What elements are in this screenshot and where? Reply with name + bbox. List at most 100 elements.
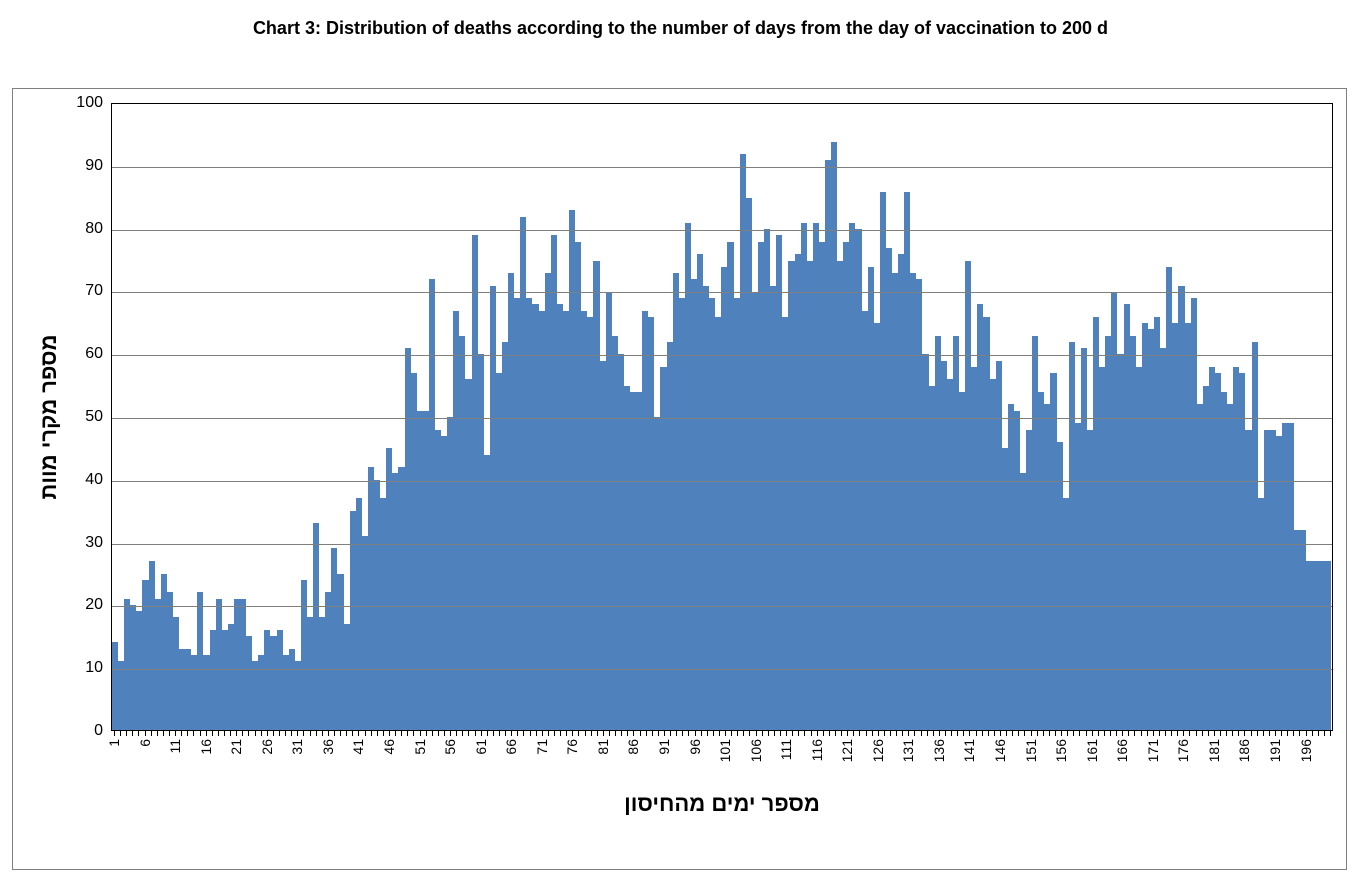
x-tick bbox=[1171, 731, 1172, 736]
x-tick bbox=[884, 731, 885, 736]
x-tick bbox=[523, 731, 524, 736]
x-tick-label: 116 bbox=[809, 739, 825, 761]
x-tick bbox=[1208, 731, 1209, 736]
x-tick bbox=[1238, 731, 1239, 736]
x-tick-label: 11 bbox=[167, 739, 183, 754]
x-tick bbox=[548, 731, 549, 736]
x-tick bbox=[933, 731, 934, 736]
x-tick bbox=[1177, 731, 1178, 736]
x-tick bbox=[670, 731, 671, 736]
x-tick bbox=[994, 731, 995, 736]
x-tick bbox=[1153, 731, 1154, 736]
x-tick bbox=[1147, 731, 1148, 736]
x-tick bbox=[633, 731, 634, 736]
plot-area bbox=[111, 103, 1333, 731]
x-tick bbox=[1257, 731, 1258, 736]
x-tick-label: 101 bbox=[717, 739, 733, 762]
y-tick-label: 70 bbox=[85, 282, 103, 300]
x-tick bbox=[1263, 731, 1264, 736]
x-tick-label: 96 bbox=[687, 739, 703, 755]
x-tick bbox=[1049, 731, 1050, 736]
x-tick bbox=[866, 731, 867, 736]
x-tick bbox=[297, 731, 298, 736]
x-tick bbox=[1018, 731, 1019, 736]
x-tick bbox=[303, 731, 304, 736]
x-tick bbox=[749, 731, 750, 736]
chart-page: Chart 3: Distribution of deaths accordin… bbox=[0, 0, 1361, 883]
x-tick bbox=[578, 731, 579, 736]
x-tick bbox=[175, 731, 176, 736]
x-tick bbox=[377, 731, 378, 736]
x-tick bbox=[169, 731, 170, 736]
x-tick bbox=[1244, 731, 1245, 736]
bar bbox=[1325, 561, 1331, 730]
x-tick bbox=[768, 731, 769, 736]
x-tick bbox=[1134, 731, 1135, 736]
x-tick bbox=[859, 731, 860, 736]
chart-title: Chart 3: Distribution of deaths accordin… bbox=[0, 18, 1361, 39]
x-tick bbox=[597, 731, 598, 736]
x-tick bbox=[1000, 731, 1001, 736]
x-tick bbox=[646, 731, 647, 736]
x-tick bbox=[798, 731, 799, 736]
x-tick bbox=[835, 731, 836, 736]
x-tick bbox=[383, 731, 384, 736]
x-tick bbox=[267, 731, 268, 736]
x-tick bbox=[456, 731, 457, 736]
x-tick bbox=[138, 731, 139, 736]
y-tick-label: 30 bbox=[85, 534, 103, 552]
x-tick bbox=[426, 731, 427, 736]
x-tick bbox=[273, 731, 274, 736]
y-tick-label: 50 bbox=[85, 408, 103, 426]
x-tick bbox=[743, 731, 744, 736]
x-tick bbox=[939, 731, 940, 736]
x-tick bbox=[1116, 731, 1117, 736]
x-tick bbox=[1220, 731, 1221, 736]
x-tick bbox=[982, 731, 983, 736]
x-tick-label: 131 bbox=[900, 739, 916, 762]
x-tick bbox=[786, 731, 787, 736]
x-tick bbox=[481, 731, 482, 736]
x-tick bbox=[957, 731, 958, 736]
x-tick-label: 1 bbox=[106, 739, 122, 747]
x-tick bbox=[976, 731, 977, 736]
x-tick bbox=[530, 731, 531, 736]
x-tick bbox=[444, 731, 445, 736]
x-tick bbox=[591, 731, 592, 736]
x-tick bbox=[340, 731, 341, 736]
x-tick bbox=[1293, 731, 1294, 736]
x-tick-label: 46 bbox=[381, 739, 397, 755]
y-tick-label: 0 bbox=[94, 722, 103, 740]
x-tick bbox=[951, 731, 952, 736]
x-tick bbox=[1110, 731, 1111, 736]
x-tick-label: 106 bbox=[748, 739, 764, 762]
x-tick-label: 196 bbox=[1298, 739, 1314, 762]
bars-container bbox=[112, 104, 1332, 730]
x-tick-label: 6 bbox=[137, 739, 153, 747]
x-tick bbox=[1189, 731, 1190, 736]
x-tick bbox=[945, 731, 946, 736]
x-tick-label: 126 bbox=[870, 739, 886, 762]
x-tick bbox=[572, 731, 573, 736]
x-tick bbox=[438, 731, 439, 736]
y-tick-label: 60 bbox=[85, 345, 103, 363]
x-tick bbox=[242, 731, 243, 736]
x-tick bbox=[603, 731, 604, 736]
x-tick bbox=[847, 731, 848, 736]
x-tick bbox=[609, 731, 610, 736]
x-tick bbox=[1012, 731, 1013, 736]
x-tick bbox=[536, 731, 537, 736]
x-tick bbox=[566, 731, 567, 736]
x-axis-title: מספר ימים מהחיסון bbox=[624, 791, 820, 817]
x-tick bbox=[1312, 731, 1313, 736]
y-tick-label: 90 bbox=[85, 157, 103, 175]
x-tick bbox=[731, 731, 732, 736]
x-tick bbox=[151, 731, 152, 736]
x-tick bbox=[1122, 731, 1123, 736]
x-tick bbox=[401, 731, 402, 736]
x-tick bbox=[120, 731, 121, 736]
x-tick bbox=[719, 731, 720, 736]
x-tick bbox=[792, 731, 793, 736]
x-tick bbox=[206, 731, 207, 736]
x-tick bbox=[829, 731, 830, 736]
